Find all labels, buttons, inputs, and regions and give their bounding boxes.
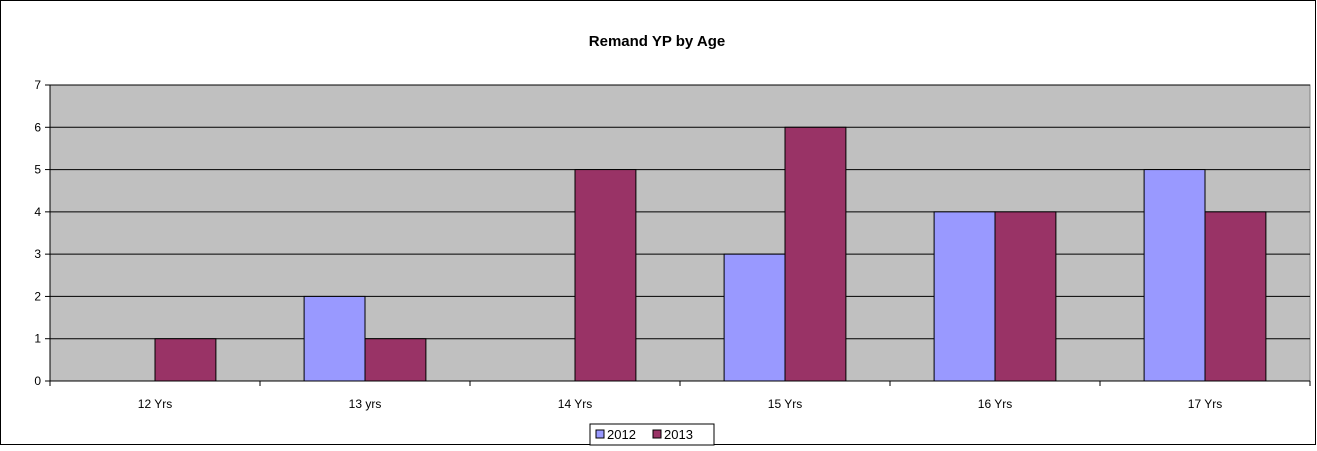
bar-2013-0	[154, 338, 217, 382]
y-tick-label: 0	[34, 374, 41, 388]
x-tick-label: 15 Yrs	[768, 397, 802, 411]
x-tick-label: 12 Yrs	[138, 397, 172, 411]
bar-2012-5	[1143, 169, 1206, 382]
bar-2013-5	[1204, 211, 1267, 382]
legend-swatch-2013	[652, 429, 662, 439]
axes: 0 1 2 3 4 5 6 7 12 Yrs 13 yrs 14 Yrs 15 Yrs 16 Yrs 17…	[34, 78, 1311, 411]
legend-label-2012: 2012	[607, 427, 636, 442]
y-tick-label: 6	[34, 120, 41, 134]
y-tick-label: 7	[34, 78, 41, 92]
y-tick-label: 1	[34, 332, 41, 346]
chart-title: Remand YP by Age	[589, 33, 725, 50]
bar-2012-1	[303, 295, 366, 382]
x-tick-label: 17 Yrs	[1188, 397, 1222, 411]
bar-2013-2	[574, 169, 637, 382]
legend-box	[589, 423, 715, 446]
gridlines	[50, 84, 1310, 340]
y-tick-label: 3	[34, 247, 41, 261]
x-tick-label: 16 Yrs	[978, 397, 1012, 411]
plot-area	[49, 84, 1311, 382]
x-tick-label: 14 Yrs	[558, 397, 592, 411]
y-tick-label: 5	[34, 163, 41, 177]
y-tick-label: 2	[34, 289, 41, 303]
x-tick-label: 13 yrs	[349, 397, 382, 411]
bar-2012-3	[723, 253, 786, 382]
legend-label-2013: 2013	[664, 427, 693, 442]
legend-swatch-2012	[595, 429, 605, 439]
legend: 2012 2013	[589, 423, 715, 446]
y-tick-label: 4	[34, 205, 41, 219]
bars	[154, 126, 1267, 382]
bar-2012-4	[933, 211, 996, 382]
bar-2013-1	[364, 338, 427, 382]
bar-2013-3	[784, 126, 847, 382]
bar-2013-4	[994, 211, 1057, 382]
